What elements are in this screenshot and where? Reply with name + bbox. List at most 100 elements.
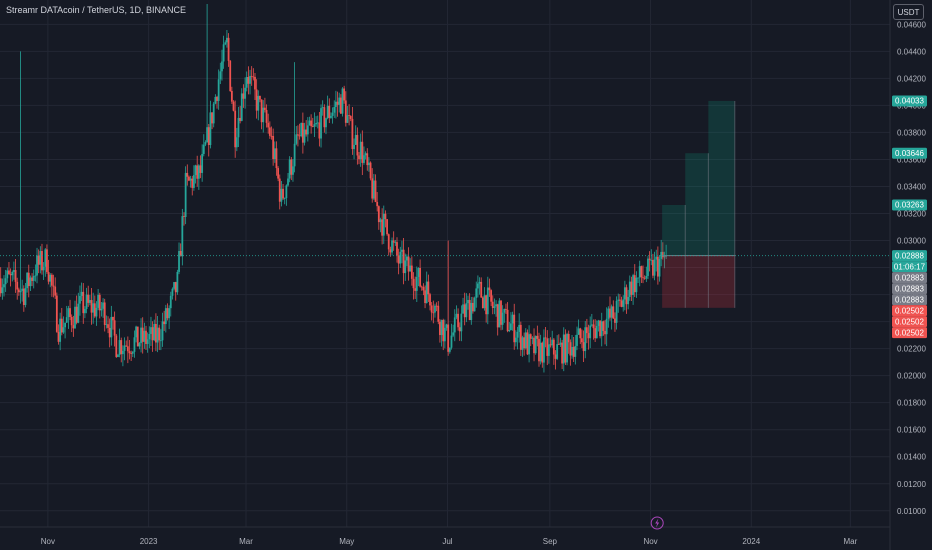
- price-tag: 0.03263: [892, 199, 927, 211]
- candle-body: [412, 278, 415, 289]
- candle-body: [379, 219, 382, 223]
- candle-body: [481, 297, 484, 309]
- candle: [62, 316, 65, 334]
- candle: [387, 233, 390, 256]
- candle: [503, 308, 506, 323]
- candle: [252, 68, 255, 81]
- x-tick-label: Mar: [843, 537, 857, 546]
- candle-body: [607, 308, 610, 319]
- candle: [44, 248, 47, 277]
- candle-body: [493, 306, 496, 308]
- candle: [567, 330, 570, 354]
- candle: [604, 320, 606, 345]
- candle: [633, 264, 636, 298]
- candle-body: [485, 295, 488, 315]
- candle: [310, 114, 313, 134]
- candle-body: [325, 118, 327, 128]
- candle: [103, 298, 106, 332]
- candle: [463, 292, 466, 326]
- x-tick-label: May: [339, 537, 354, 546]
- candle: [140, 318, 142, 353]
- candle-body: [528, 334, 530, 355]
- candle: [151, 321, 154, 352]
- candle-body: [581, 338, 583, 343]
- candle-body: [110, 316, 113, 338]
- candle: [585, 318, 588, 344]
- candle: [221, 49, 223, 81]
- candle-body: [462, 304, 464, 314]
- candle: [232, 100, 235, 112]
- candle-body: [292, 166, 294, 175]
- candle-body: [338, 97, 341, 105]
- candle-body: [650, 259, 653, 261]
- candle-body: [658, 258, 661, 277]
- candle-body: [70, 316, 73, 326]
- candle: [531, 336, 534, 345]
- candle-body: [257, 96, 260, 111]
- candle: [186, 164, 189, 186]
- candle: [564, 329, 567, 366]
- candle-body: [242, 93, 245, 99]
- candle: [212, 101, 215, 128]
- candle: [453, 309, 456, 342]
- candle: [635, 271, 638, 298]
- candle-body: [283, 198, 286, 199]
- candle-body: [14, 270, 17, 282]
- candle-body: [176, 271, 179, 293]
- candle-body: [561, 342, 564, 364]
- candle: [528, 325, 530, 363]
- candle-body: [467, 299, 469, 304]
- candle: [183, 212, 185, 226]
- candle: [554, 350, 557, 370]
- candle: [609, 296, 611, 321]
- candle-body: [206, 127, 209, 143]
- candle-body: [290, 159, 293, 175]
- candle: [79, 285, 81, 316]
- candle-body: [173, 282, 175, 289]
- candle: [506, 302, 509, 333]
- candle: [255, 79, 258, 119]
- candle-body: [622, 299, 625, 307]
- candle: [643, 275, 646, 280]
- y-tick-label: 0.03800: [897, 128, 926, 137]
- candle: [480, 277, 483, 298]
- currency-button[interactable]: USDT: [893, 4, 924, 20]
- candle: [533, 328, 535, 362]
- candle: [95, 301, 98, 326]
- candle: [584, 321, 587, 359]
- candle: [610, 304, 613, 330]
- candle: [648, 251, 651, 272]
- candle: [656, 246, 659, 285]
- candle: [452, 324, 455, 338]
- candle: [336, 91, 339, 117]
- candle-body: [364, 153, 367, 156]
- candle-body: [59, 318, 62, 342]
- candle: [74, 300, 76, 329]
- candle-body: [123, 345, 126, 351]
- candle-body: [305, 129, 308, 135]
- candle: [150, 316, 152, 347]
- candle: [415, 266, 418, 302]
- candle: [541, 341, 544, 368]
- candle: [189, 175, 192, 188]
- candle: [133, 330, 136, 358]
- candle: [268, 121, 271, 139]
- y-tick-label: 0.01400: [897, 453, 926, 462]
- candle-body: [399, 251, 402, 264]
- candle-body: [150, 327, 152, 334]
- candle-body: [316, 122, 319, 124]
- candle: [432, 300, 435, 324]
- candle-body: [140, 327, 142, 344]
- stop-zone: [662, 255, 686, 308]
- candle: [349, 115, 352, 122]
- candle: [401, 240, 403, 264]
- candle-body: [632, 275, 635, 295]
- candle: [637, 277, 639, 284]
- candle-body: [397, 255, 400, 264]
- candle: [50, 273, 53, 297]
- candle: [511, 311, 514, 331]
- candle-body: [166, 308, 169, 319]
- candle-body: [562, 334, 565, 364]
- candle-body: [353, 144, 355, 150]
